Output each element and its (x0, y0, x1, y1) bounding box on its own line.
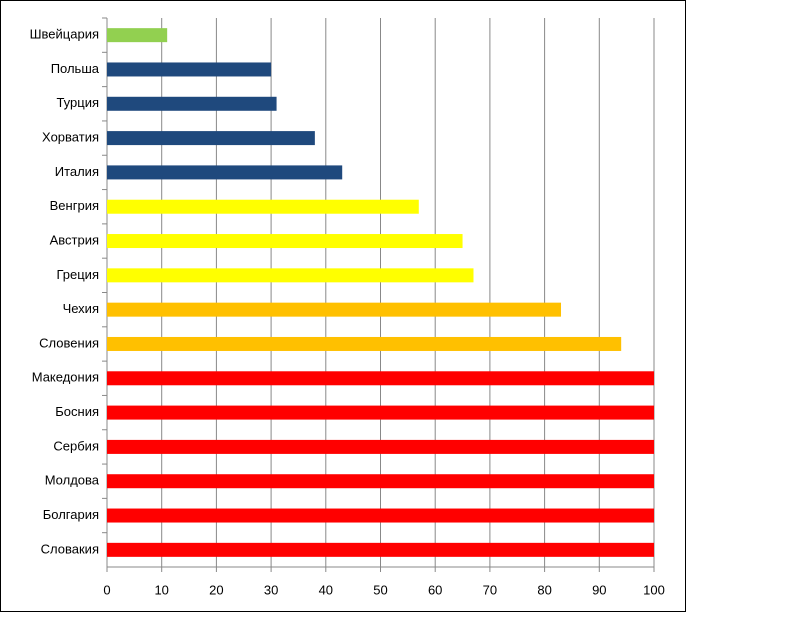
y-tick-label: Польша (51, 61, 100, 76)
bar (107, 165, 343, 180)
y-tick-label: Македония (32, 370, 99, 385)
bar (107, 542, 654, 557)
bar (107, 508, 654, 523)
y-tick-label: Сербия (53, 438, 99, 453)
x-tick-label: 20 (209, 582, 223, 597)
bar (107, 302, 562, 317)
y-tick-label: Греция (56, 267, 99, 282)
x-tick-label: 30 (264, 582, 278, 597)
y-tick-label: Болгария (43, 507, 99, 522)
y-tick-label: Венгрия (50, 198, 99, 213)
x-tick-label: 100 (643, 582, 665, 597)
bar (107, 439, 654, 454)
bar (107, 131, 315, 146)
y-tick-label: Швейцария (30, 27, 99, 42)
y-tick-label: Словакия (41, 541, 99, 556)
x-tick-label: 50 (373, 582, 387, 597)
bar (107, 474, 654, 489)
bar (107, 199, 419, 214)
bar (107, 28, 168, 43)
bar (107, 62, 272, 77)
y-tick-label: Словения (39, 335, 99, 350)
bar (107, 371, 654, 386)
y-tick-label: Чехия (63, 301, 99, 316)
x-tick-label: 40 (319, 582, 333, 597)
y-tick-label: Италия (55, 164, 99, 179)
x-tick-label: 10 (154, 582, 168, 597)
x-tick-label: 0 (103, 582, 110, 597)
x-tick-label: 60 (428, 582, 442, 597)
bar (107, 234, 463, 249)
x-tick-label: 80 (537, 582, 551, 597)
x-tick-label: 90 (592, 582, 606, 597)
x-tick-label: 70 (483, 582, 497, 597)
bar (107, 268, 474, 283)
y-tick-label: Молдова (45, 473, 100, 488)
y-tick-label: Турция (56, 95, 99, 110)
y-tick-label: Босния (55, 404, 99, 419)
bar (107, 336, 622, 351)
y-tick-label: Хорватия (42, 130, 99, 145)
bar (107, 405, 654, 420)
y-tick-label: Австрия (50, 232, 99, 247)
bar (107, 96, 277, 111)
